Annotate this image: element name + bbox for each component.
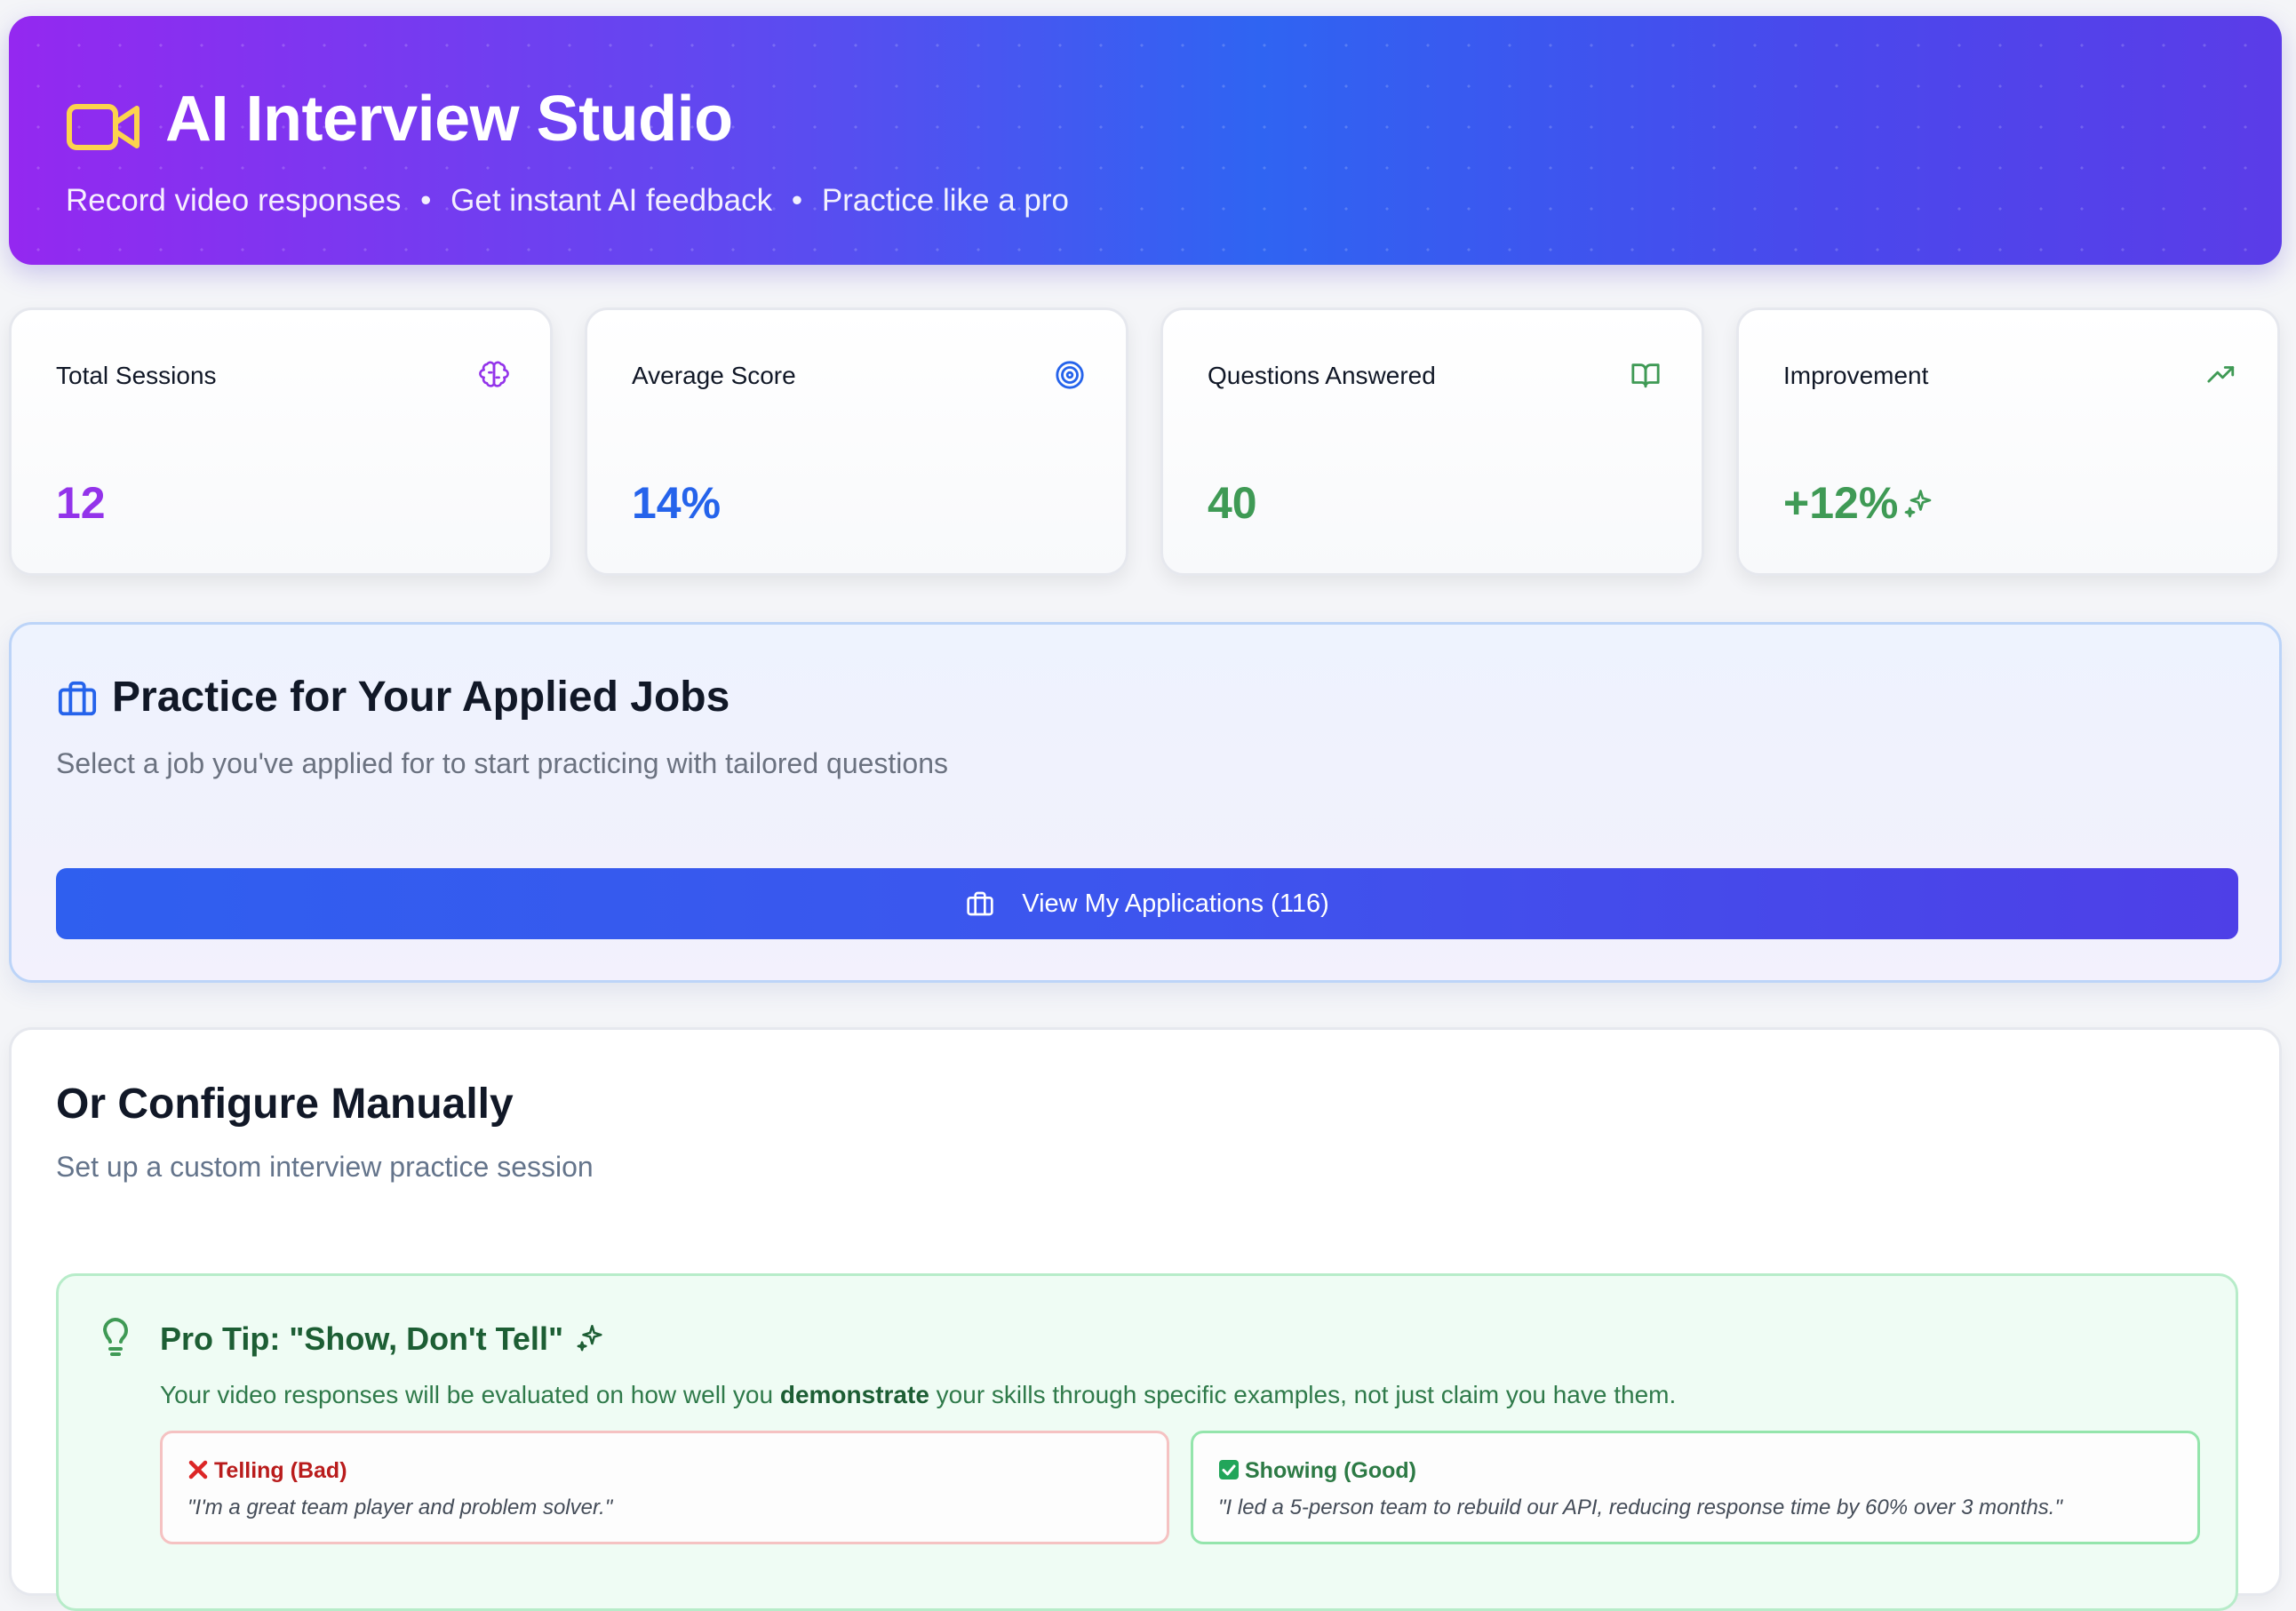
subtitle-part-3: Practice like a pro [821, 183, 1069, 218]
example-label: Telling (Bad) [214, 1458, 347, 1483]
trending-up-icon [2207, 366, 2235, 383]
sparkles-icon [1904, 489, 1932, 518]
stat-value: 14% [632, 478, 721, 528]
tip-text-after: your skills through specific examples, n… [929, 1381, 1677, 1408]
tip-description: Your video responses will be evaluated o… [160, 1381, 1676, 1409]
stat-label: Total Sessions [56, 362, 217, 389]
cross-mark-icon [188, 1461, 208, 1479]
example-showing-good: Showing (Good) "I led a 5-person team to… [1191, 1431, 2200, 1544]
tip-text-before: Your video responses will be evaluated o… [160, 1381, 780, 1408]
manual-config-panel: Or Configure Manually Set up a custom in… [9, 1027, 2282, 1611]
stat-value: +12% [1783, 478, 1899, 528]
subtitle-part-2: Get instant AI feedback [450, 183, 773, 218]
target-icon [1056, 361, 1084, 389]
stat-card-total-sessions: Total Sessions 12 [9, 307, 553, 576]
example-heading: Telling (Bad) [187, 1458, 347, 1484]
example-telling-bad: Telling (Bad) "I'm a great team player a… [160, 1431, 1169, 1544]
tip-title: Pro Tip: "Show, Don't Tell" [160, 1320, 564, 1357]
section-subtitle: Select a job you've applied for to start… [56, 747, 948, 779]
subtitle-part-1: Record video responses [66, 183, 402, 218]
applied-jobs-panel: Practice for Your Applied Jobs Select a … [9, 622, 2282, 983]
stat-label: Questions Answered [1208, 362, 1436, 389]
tip-text-bold: demonstrate [779, 1381, 929, 1408]
stat-card-average-score: Average Score 14% [585, 307, 1128, 576]
stat-value: 12 [56, 478, 106, 528]
video-camera-icon [67, 104, 140, 150]
stat-label: Average Score [632, 362, 796, 389]
page-subtitle: Record video responses • Get instant AI … [66, 183, 1069, 219]
example-quote: "I led a 5-person team to rebuild our AP… [1218, 1495, 2062, 1519]
section-title: Practice for Your Applied Jobs [112, 674, 730, 721]
section-title: Or Configure Manually [56, 1081, 514, 1128]
sparkles-icon [577, 1325, 602, 1352]
subtitle-separator: • [791, 183, 803, 218]
tip-title-wrap: Pro Tip: "Show, Don't Tell" [160, 1320, 606, 1358]
stat-value-wrap: +12% [1783, 481, 1935, 525]
book-open-icon [1631, 363, 1660, 388]
subtitle-separator: • [420, 183, 432, 218]
stat-card-improvement: Improvement +12% [1736, 307, 2280, 576]
briefcase-icon [967, 891, 993, 916]
hero-banner: AI Interview Studio Record video respons… [9, 16, 2282, 265]
example-label: Showing (Good) [1245, 1458, 1417, 1483]
briefcase-icon [58, 681, 97, 716]
lightbulb-icon [103, 1318, 128, 1356]
example-heading: Showing (Good) [1218, 1458, 1416, 1484]
page-title: AI Interview Studio [165, 84, 733, 155]
view-applications-button[interactable]: View My Applications (116) [56, 868, 2238, 939]
stat-card-questions-answered: Questions Answered 40 [1160, 307, 1704, 576]
check-mark-icon [1219, 1460, 1239, 1480]
button-label: View My Applications (116) [1022, 889, 1329, 918]
stat-value: 40 [1208, 478, 1257, 528]
pro-tip-box: Pro Tip: "Show, Don't Tell" Your video r… [56, 1273, 2238, 1611]
brain-icon [479, 361, 509, 387]
stat-label: Improvement [1783, 362, 1929, 389]
section-subtitle: Set up a custom interview practice sessi… [56, 1151, 594, 1183]
example-quote: "I'm a great team player and problem sol… [187, 1495, 613, 1519]
